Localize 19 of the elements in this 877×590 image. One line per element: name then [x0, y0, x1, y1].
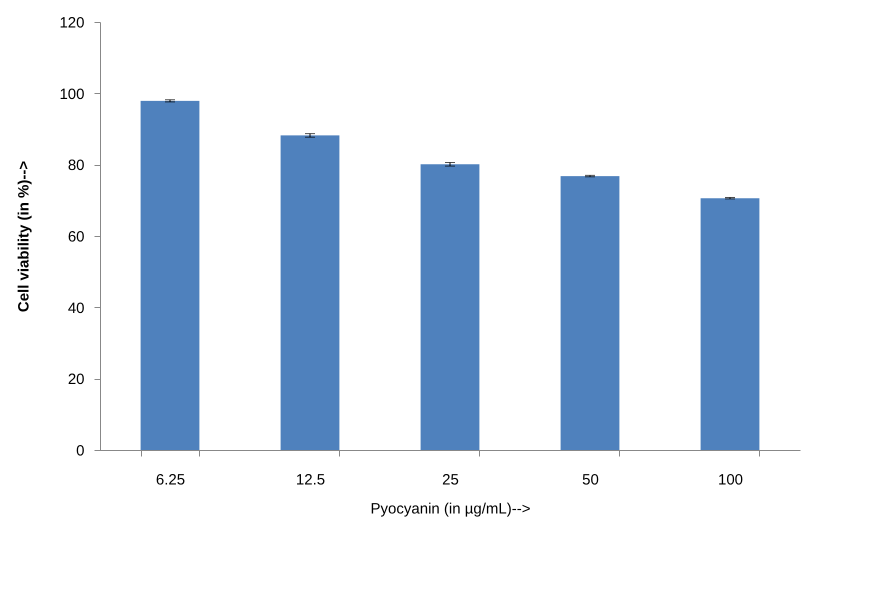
bar: [140, 100, 200, 450]
bar: [280, 135, 340, 450]
bar: [560, 176, 620, 450]
y-tick-label: 100: [59, 86, 84, 103]
x-tick-label: 12.5: [296, 472, 326, 488]
y-tick-label: 80: [68, 157, 84, 174]
x-tick-label: 6.25: [156, 472, 186, 488]
y-tick-label: 40: [68, 300, 84, 317]
y-axis-title: Cell viability (in %)-->: [15, 160, 32, 312]
y-tick-label: 20: [68, 371, 84, 388]
y-tick-label: 0: [76, 442, 84, 460]
bar: [420, 164, 480, 450]
bar: [700, 198, 760, 450]
y-tick-label: 60: [68, 228, 84, 246]
x-tick-label: 25: [442, 472, 459, 488]
x-tick-label: 100: [718, 472, 744, 488]
x-axis-title: Pyocyanin (in µg/mL)-->: [370, 500, 531, 518]
y-tick-label: 120: [59, 14, 84, 32]
x-tick-label: 50: [582, 472, 599, 488]
